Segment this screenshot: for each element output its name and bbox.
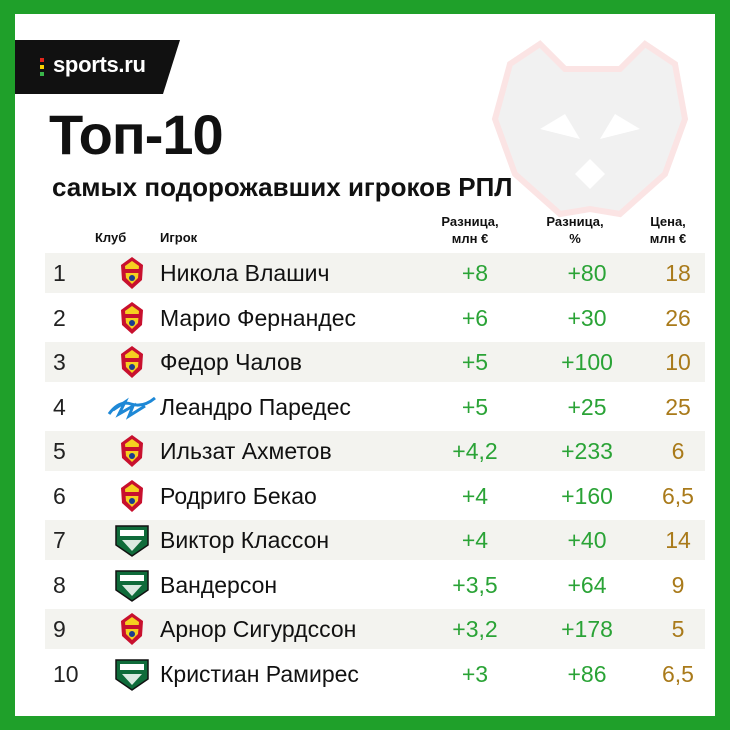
diff-eur-value: +4,2 <box>452 438 498 464</box>
zenit-logo-icon <box>105 390 159 424</box>
player-name: Родриго Бекао <box>160 482 317 509</box>
cska-logo-icon <box>105 345 159 379</box>
diff-pct-value: +100 <box>561 349 613 375</box>
rpl-bear-watermark-icon <box>491 40 689 218</box>
krasnodar-logo-icon <box>105 523 159 557</box>
table-row: 4 Леандро Паредес +5 +25 25 <box>45 387 705 427</box>
rank: 4 <box>53 393 66 420</box>
diff-eur-value: +3,5 <box>452 571 498 598</box>
table-row: 5 Ильзат Ахметов +4,2 +233 6 <box>45 431 705 471</box>
player-name: Никола Влашич <box>160 260 330 286</box>
player-name: Виктор Классон <box>160 527 330 553</box>
player-name: Кристиан Рамирес <box>160 660 359 687</box>
cska-logo-icon <box>105 612 159 646</box>
table-row: 8 Вандерсон +3,5 +64 9 <box>45 565 705 605</box>
diff-pct-value: +160 <box>561 482 613 509</box>
diff-pct-value: +30 <box>567 304 607 331</box>
price-value: 6,5 <box>662 660 694 687</box>
diff-eur-value: +4 <box>461 527 489 553</box>
player-name: Федор Чалов <box>160 349 302 375</box>
cska-logo-icon <box>105 434 159 468</box>
table-row: 10 Кристиан Рамирес +3 +86 6,5 <box>45 654 705 694</box>
price-value: 6 <box>671 438 685 464</box>
diff-pct-value: +25 <box>567 393 607 420</box>
price-value: 18 <box>665 260 691 286</box>
logo-dots-icon <box>40 58 48 79</box>
player-name: Вандерсон <box>160 571 278 598</box>
header-diff-pct: Разница,% <box>546 214 604 246</box>
rank: 6 <box>53 482 66 509</box>
rank: 10 <box>53 660 79 687</box>
price-value: 26 <box>665 304 691 331</box>
diff-pct-value: +64 <box>567 571 607 598</box>
logo-dot-green <box>40 72 44 76</box>
player-name: Ильзат Ахметов <box>160 438 332 464</box>
diff-eur-value: +5 <box>461 349 489 375</box>
page-subtitle: самых подорожавших игроков РПЛ <box>52 172 513 202</box>
header-club: Клуб <box>95 230 127 245</box>
diff-eur-value: +5 <box>461 393 489 420</box>
table-row: 2 Марио Фернандес +6 +30 26 <box>45 298 705 338</box>
rank: 8 <box>53 571 66 598</box>
price-value: 5 <box>671 616 685 642</box>
price-value: 14 <box>665 527 691 553</box>
rank: 5 <box>53 438 66 464</box>
header-price: Цена, млн € <box>649 214 687 246</box>
rank: 9 <box>53 616 66 642</box>
diff-eur-value: +3,2 <box>452 616 498 642</box>
price-value: 25 <box>665 393 691 420</box>
logo-text: sports.ru <box>53 52 146 77</box>
rank: 2 <box>53 304 66 331</box>
rank: 3 <box>53 349 66 375</box>
player-name: Леандро Паредес <box>160 393 351 420</box>
krasnodar-logo-icon <box>105 657 159 691</box>
logo-dot-yellow <box>40 65 44 69</box>
diff-eur-value: +8 <box>461 260 489 286</box>
table-row: 1 Никола Влашич +8 +80 18 <box>45 253 705 293</box>
diff-pct-value: +233 <box>561 438 613 464</box>
diff-eur-value: +4 <box>461 482 489 509</box>
diff-eur-value: +3 <box>461 660 489 687</box>
diff-pct-value: +178 <box>561 616 613 642</box>
rank: 1 <box>53 260 66 286</box>
price-value: 10 <box>665 349 691 375</box>
cska-logo-icon <box>105 256 159 290</box>
table-row: 3 Федор Чалов +5 +100 10 <box>45 342 705 382</box>
price-value: 9 <box>671 571 685 598</box>
krasnodar-logo-icon <box>105 568 159 602</box>
diff-eur-value: +6 <box>461 304 489 331</box>
cska-logo-icon <box>105 479 159 513</box>
player-name: Арнор Сигурдссон <box>160 616 357 642</box>
diff-pct-value: +86 <box>567 660 607 687</box>
header-player: Игрок <box>160 230 198 245</box>
infographic-card: sports.ru Топ-10 самых подорожавших игро… <box>15 14 715 716</box>
table-row: 7 Виктор Классон +4 +40 14 <box>45 520 705 560</box>
table-row: 6 Родриго Бекао +4 +160 6,5 <box>45 476 705 516</box>
sports-ru-logo: sports.ru <box>15 40 180 94</box>
table-row: 9 Арнор Сигурдссон +3,2 +178 5 <box>45 609 705 649</box>
player-name: Марио Фернандес <box>160 304 357 331</box>
logo-dot-red <box>40 58 44 62</box>
header-diff-eur: Разница, млн € <box>441 214 499 246</box>
diff-pct-value: +80 <box>567 260 607 286</box>
cska-logo-icon <box>105 301 159 335</box>
price-value: 6,5 <box>662 482 694 509</box>
page-title: Топ-10 <box>49 103 224 166</box>
diff-pct-value: +40 <box>567 527 607 553</box>
rank: 7 <box>53 527 66 553</box>
